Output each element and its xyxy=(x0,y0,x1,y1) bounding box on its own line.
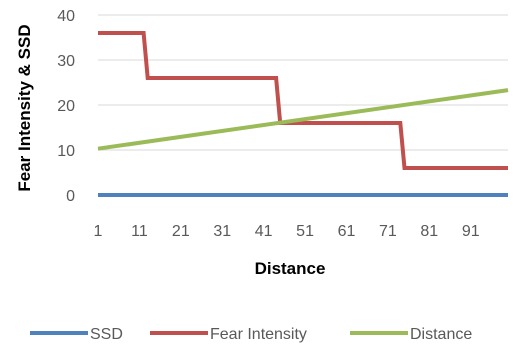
x-tick-label: 71 xyxy=(379,223,397,240)
y-tick-label: 30 xyxy=(57,53,75,70)
x-tick-label: 21 xyxy=(172,223,190,240)
series-lines xyxy=(97,31,509,197)
legend-label-distance: Distance xyxy=(410,326,472,343)
x-axis-ticks: 1 11 21 31 41 51 61 71 81 91 xyxy=(94,223,480,240)
y-tick-label: 40 xyxy=(57,8,75,25)
x-tick-label: 81 xyxy=(420,223,438,240)
y-axis-ticks: 0 10 20 30 40 xyxy=(57,8,75,205)
y-tick-label: 20 xyxy=(57,98,75,115)
x-tick-label: 51 xyxy=(296,223,314,240)
y-axis-title: Fear Intensity & SSD xyxy=(15,24,34,191)
x-tick-label: 41 xyxy=(255,223,273,240)
legend-label-fear-intensity: Fear Intensity xyxy=(210,326,307,343)
x-tick-label: 1 xyxy=(94,223,103,240)
series-line-distance xyxy=(97,88,509,151)
x-tick-label: 31 xyxy=(213,223,231,240)
legend-label-ssd: SSD xyxy=(90,326,123,343)
legend: SSD Fear Intensity Distance xyxy=(30,326,472,343)
x-axis-title: Distance xyxy=(255,259,326,278)
series-line-fear-intensity xyxy=(98,31,508,170)
x-tick-label: 11 xyxy=(131,223,148,240)
x-tick-label: 91 xyxy=(462,223,480,240)
x-tick-label: 61 xyxy=(338,223,356,240)
y-tick-label: 0 xyxy=(66,188,75,205)
y-tick-label: 10 xyxy=(57,143,75,160)
